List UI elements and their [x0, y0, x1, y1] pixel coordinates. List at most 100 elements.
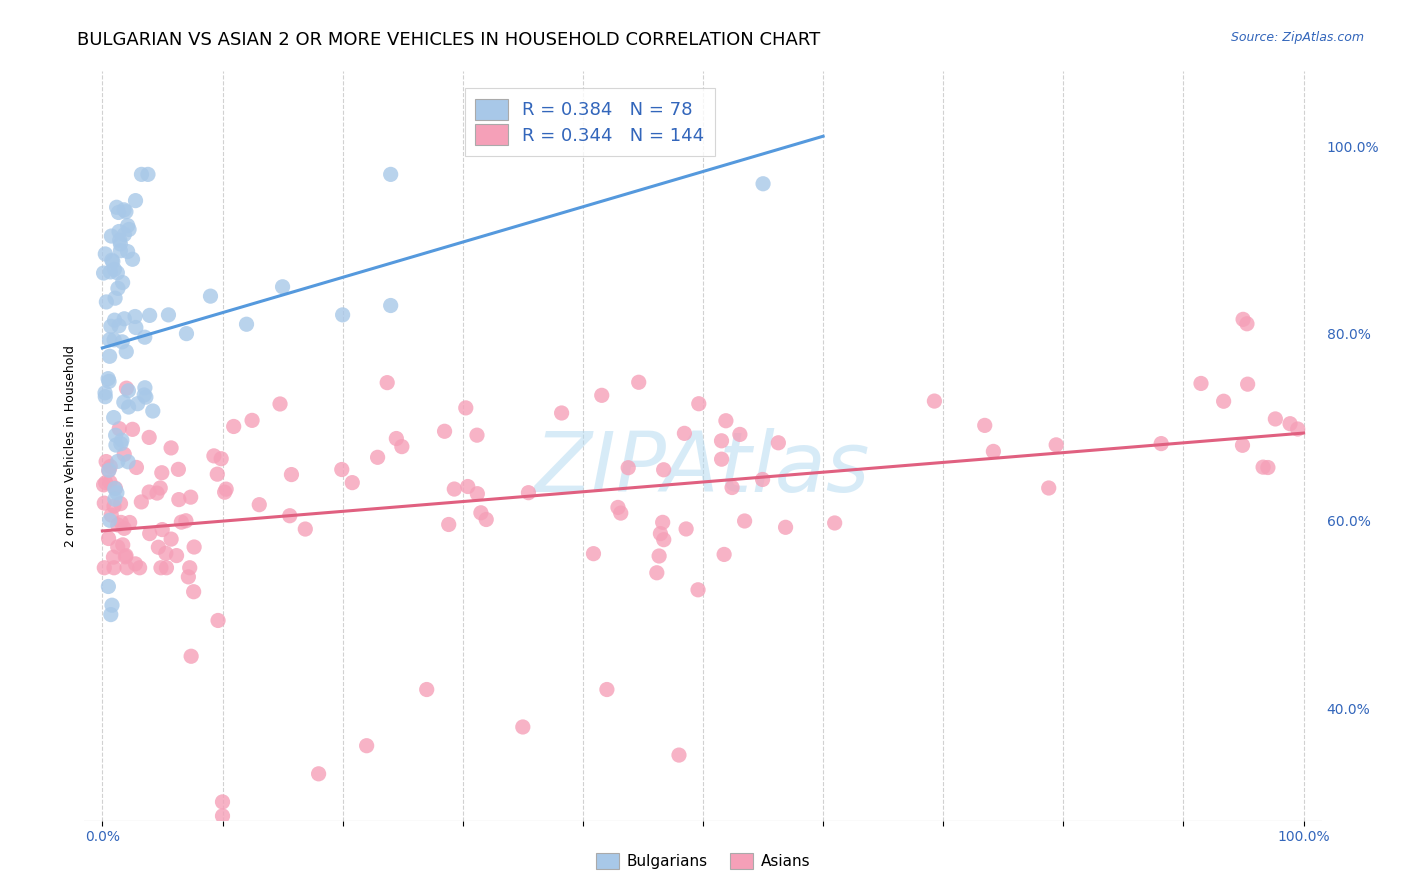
Point — [650, 526, 672, 541]
Point — [105, 485, 128, 500]
Point — [356, 739, 378, 753]
Point — [98, 333, 121, 347]
Point — [121, 252, 143, 267]
Point — [675, 522, 697, 536]
Point — [103, 262, 125, 277]
Point — [110, 436, 132, 450]
Point — [104, 481, 127, 495]
Point — [924, 394, 946, 409]
Point — [652, 463, 675, 477]
Point — [202, 449, 225, 463]
Point — [111, 434, 134, 448]
Point — [118, 516, 141, 530]
Point — [222, 419, 245, 434]
Point — [101, 254, 124, 268]
Point — [668, 748, 690, 763]
Point — [550, 406, 572, 420]
Point — [465, 428, 488, 442]
Point — [734, 514, 756, 528]
Point — [150, 523, 173, 537]
Point — [131, 495, 153, 509]
Point — [457, 479, 479, 493]
Point — [517, 485, 540, 500]
Point — [688, 397, 710, 411]
Point — [332, 308, 354, 322]
Y-axis label: 2 or more Vehicles in Household: 2 or more Vehicles in Household — [65, 345, 77, 547]
Point — [94, 475, 117, 490]
Point — [155, 561, 177, 575]
Point — [160, 441, 183, 455]
Point — [138, 309, 160, 323]
Point — [200, 289, 222, 303]
Point — [269, 397, 291, 411]
Point — [214, 485, 236, 500]
Point — [177, 570, 200, 584]
Point — [103, 313, 125, 327]
Point — [148, 541, 170, 555]
Point — [104, 482, 127, 496]
Point — [415, 682, 437, 697]
Point — [146, 486, 169, 500]
Point — [176, 326, 198, 341]
Point — [207, 614, 229, 628]
Point — [713, 548, 735, 562]
Point — [124, 557, 146, 571]
Point — [710, 434, 733, 448]
Point — [98, 265, 121, 279]
Point — [108, 318, 131, 333]
Point — [94, 390, 117, 404]
Point — [728, 427, 751, 442]
Text: BULGARIAN VS ASIAN 2 OR MORE VEHICLES IN HOUSEHOLD CORRELATION CHART: BULGARIAN VS ASIAN 2 OR MORE VEHICLES IN… — [77, 31, 821, 49]
Point — [617, 460, 640, 475]
Point — [751, 473, 773, 487]
Point — [721, 481, 744, 495]
Point — [385, 432, 408, 446]
Point — [209, 451, 232, 466]
Point — [93, 496, 115, 510]
Point — [278, 508, 301, 523]
Point — [1286, 422, 1309, 436]
Point — [271, 280, 294, 294]
Point — [714, 414, 737, 428]
Point — [115, 344, 138, 359]
Point — [138, 526, 160, 541]
Point — [1189, 376, 1212, 391]
Point — [134, 330, 156, 344]
Point — [100, 508, 122, 522]
Point — [105, 200, 128, 214]
Point — [610, 506, 633, 520]
Point — [149, 561, 172, 575]
Point — [117, 384, 139, 398]
Point — [117, 219, 139, 233]
Point — [235, 318, 257, 332]
Point — [97, 371, 120, 385]
Point — [112, 202, 135, 217]
Point — [112, 521, 135, 535]
Point — [118, 222, 141, 236]
Point — [1232, 438, 1254, 452]
Point — [100, 319, 122, 334]
Point — [111, 276, 134, 290]
Point — [467, 486, 489, 500]
Point — [110, 497, 132, 511]
Point — [124, 310, 146, 324]
Point — [215, 482, 238, 496]
Legend: R = 0.384   N = 78, R = 0.344   N = 144: R = 0.384 N = 78, R = 0.344 N = 144 — [464, 88, 716, 156]
Point — [117, 455, 139, 469]
Text: Source: ZipAtlas.com: Source: ZipAtlas.com — [1230, 31, 1364, 45]
Point — [115, 561, 138, 575]
Point — [179, 561, 201, 575]
Point — [648, 549, 671, 563]
Point — [104, 291, 127, 305]
Point — [342, 475, 364, 490]
Point — [1236, 377, 1258, 392]
Point — [294, 522, 316, 536]
Point — [108, 233, 131, 247]
Point — [308, 767, 330, 781]
Point — [103, 561, 125, 575]
Point — [645, 566, 668, 580]
Point — [112, 395, 135, 409]
Point — [167, 492, 190, 507]
Point — [1038, 481, 1060, 495]
Point — [183, 584, 205, 599]
